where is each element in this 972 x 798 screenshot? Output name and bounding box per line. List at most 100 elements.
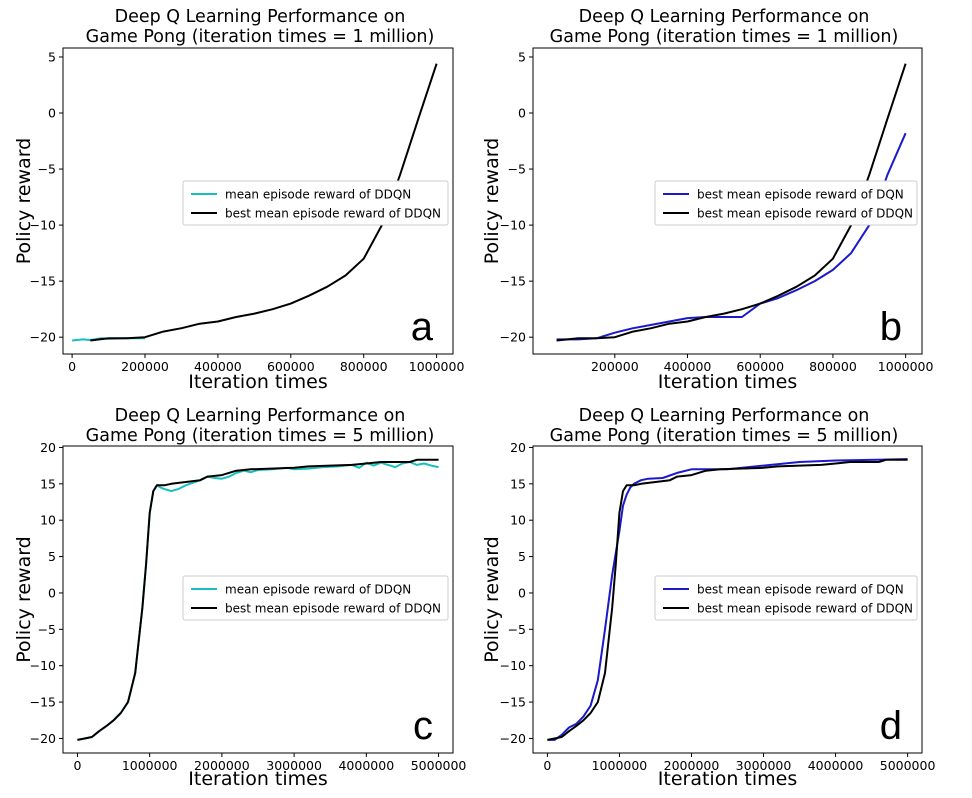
y-tick-label: 20 — [510, 440, 526, 455]
legend-label: best mean episode reward of DDQN — [225, 602, 441, 616]
y-tick-label: −10 — [30, 218, 56, 233]
panel-title-line1: Deep Q Learning Performance on — [115, 406, 406, 426]
series-line-2 — [547, 458, 908, 741]
legend-label: best mean episode reward of DDQN — [225, 207, 441, 221]
x-tick-label: 5000000 — [411, 758, 467, 773]
y-tick-label: 0 — [48, 585, 56, 600]
x-tick-label: 2000000 — [664, 758, 720, 773]
x-tick-label: 3000000 — [736, 758, 792, 773]
y-tick-label: −15 — [500, 695, 526, 710]
legend-label: best mean episode reward of DDQN — [697, 602, 913, 616]
series-line-2 — [556, 63, 907, 342]
y-tick-label: 5 — [518, 49, 526, 64]
x-tick-label: 3000000 — [266, 758, 322, 773]
x-tick-label: 1000000 — [409, 359, 465, 374]
x-axis-label: Iteration times — [188, 768, 327, 790]
legend-label: mean episode reward of DDQN — [225, 583, 411, 597]
y-tick-label: 0 — [518, 106, 526, 121]
x-tick-label: 600000 — [736, 359, 784, 374]
y-tick-label: 10 — [40, 513, 56, 528]
x-tick-label: 200000 — [591, 359, 639, 374]
panel-title-line1: Deep Q Learning Performance on — [115, 7, 406, 27]
x-tick-label: 2000000 — [194, 758, 250, 773]
panel-letter: d — [880, 704, 902, 748]
y-tick-label: −15 — [30, 274, 56, 289]
y-axis-label: Policy reward — [13, 536, 35, 663]
panel-letter: c — [413, 704, 433, 748]
y-tick-label: −15 — [30, 695, 56, 710]
x-tick-label: 800000 — [809, 359, 857, 374]
panel-letter: a — [411, 305, 434, 349]
x-tick-label: 400000 — [664, 359, 712, 374]
y-tick-label: −5 — [508, 162, 526, 177]
x-tick-label: 600000 — [267, 359, 315, 374]
y-tick-label: −5 — [38, 162, 56, 177]
y-axis-label: Policy reward — [481, 138, 503, 265]
axes-frame — [532, 445, 923, 754]
panel-title-line2: Game Pong (iteration times = 5 million) — [86, 426, 435, 446]
legend-box — [654, 180, 918, 226]
y-tick-label: 15 — [510, 476, 526, 491]
x-tick-label: 0 — [543, 758, 551, 773]
legend-label: best mean episode reward of DDQN — [697, 207, 913, 221]
y-tick-label: −10 — [500, 658, 526, 673]
panel-title-line1: Deep Q Learning Performance on — [579, 406, 870, 426]
axes-frame — [62, 47, 454, 355]
y-tick-label: 5 — [48, 49, 56, 64]
x-tick-label: 4000000 — [338, 758, 394, 773]
y-tick-label: 0 — [518, 585, 526, 600]
x-axis-label: Iteration times — [658, 371, 797, 393]
y-tick-label: 10 — [510, 513, 526, 528]
y-tick-label: 20 — [40, 440, 56, 455]
legend-box — [182, 180, 449, 226]
x-tick-label: 400000 — [194, 359, 242, 374]
y-tick-label: −20 — [30, 731, 56, 746]
y-tick-label: 5 — [48, 549, 56, 564]
axes-frame — [62, 445, 454, 754]
y-axis-label: Policy reward — [13, 138, 35, 265]
y-tick-label: −20 — [500, 731, 526, 746]
x-tick-label: 1000000 — [592, 758, 648, 773]
x-tick-label: 0 — [68, 359, 76, 374]
x-axis-label: Iteration times — [188, 371, 327, 393]
panel-title-line2: Game Pong (iteration times = 5 million) — [550, 426, 899, 446]
x-tick-label: 1000000 — [878, 359, 934, 374]
y-tick-label: −20 — [30, 330, 56, 345]
y-tick-label: −5 — [38, 622, 56, 637]
x-tick-label: 0 — [73, 758, 81, 773]
y-tick-label: −20 — [500, 330, 526, 345]
y-tick-label: 0 — [48, 106, 56, 121]
x-tick-label: 800000 — [340, 359, 388, 374]
legend-box — [654, 575, 918, 621]
x-tick-label: 1000000 — [122, 758, 178, 773]
x-tick-label: 4000000 — [808, 758, 864, 773]
x-axis-label: Iteration times — [658, 768, 797, 790]
x-tick-label: 200000 — [121, 359, 169, 374]
panel-title-line1: Deep Q Learning Performance on — [579, 7, 870, 27]
panel-title-line2: Game Pong (iteration times = 1 million) — [550, 27, 899, 47]
x-tick-label: 5000000 — [880, 758, 936, 773]
y-tick-label: −10 — [30, 658, 56, 673]
panel-letter: b — [880, 305, 902, 349]
legend-label: best mean episode reward of DQN — [697, 188, 904, 202]
y-axis-label: Policy reward — [481, 536, 503, 663]
legend-label: mean episode reward of DDQN — [225, 188, 411, 202]
series-line-2 — [90, 63, 438, 342]
panel-title-line2: Game Pong (iteration times = 1 million) — [86, 27, 435, 47]
legend-label: best mean episode reward of DQN — [697, 583, 904, 597]
series-line-2 — [77, 458, 439, 741]
y-tick-label: −10 — [500, 218, 526, 233]
series-line-1 — [556, 132, 907, 341]
axes-frame — [532, 47, 923, 355]
y-tick-label: 15 — [40, 476, 56, 491]
y-tick-label: 5 — [518, 549, 526, 564]
y-tick-label: −15 — [500, 274, 526, 289]
legend-box — [182, 575, 449, 621]
y-tick-label: −5 — [508, 622, 526, 637]
